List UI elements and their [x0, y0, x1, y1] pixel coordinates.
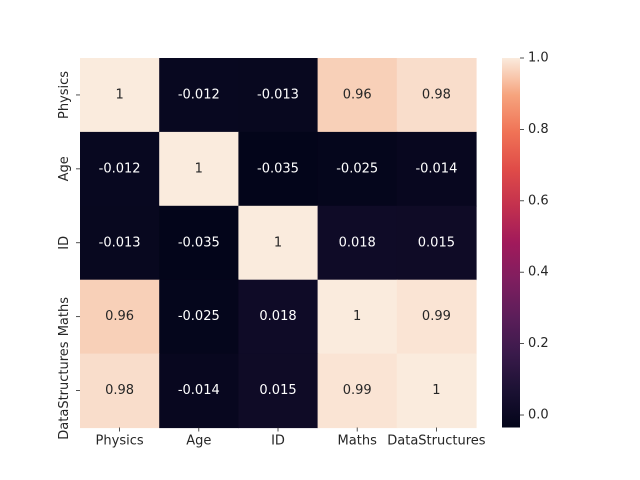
x-tick-label: Physics — [96, 434, 144, 449]
cell-value-label: -0.012 — [178, 87, 220, 102]
colorbar-tick-label: 0.2 — [528, 336, 549, 351]
heatmap-cell — [238, 131, 319, 207]
cell-value-label: 0.99 — [422, 309, 451, 324]
heatmap-cell — [317, 279, 398, 355]
x-axis: Physics Age ID Maths DataStructures — [96, 427, 486, 449]
cell-value-label: -0.025 — [178, 309, 220, 324]
cell-value-label: -0.013 — [257, 87, 299, 102]
cell-value-label: 1 — [274, 235, 282, 250]
heatmap-cell — [317, 58, 398, 133]
heatmap-cell — [159, 353, 239, 429]
cell-value-label: 0.96 — [343, 87, 372, 102]
x-tick-label: ID — [271, 434, 285, 449]
heatmap-cell — [80, 131, 160, 207]
heatmap-cell — [80, 279, 160, 355]
cell-value-label: 0.99 — [343, 383, 372, 398]
heatmap-cell — [317, 353, 398, 429]
heatmap-cell — [80, 58, 160, 133]
heatmap-cell — [396, 205, 477, 281]
colorbar-tick-label: 1.0 — [528, 51, 549, 66]
cell-value-label: -0.012 — [99, 161, 141, 176]
cell-value-label: 0.015 — [418, 235, 455, 250]
cell-value-label: -0.035 — [257, 161, 299, 176]
heatmap-cell — [238, 353, 319, 429]
cell-value-label: -0.014 — [415, 161, 457, 176]
cell-value-label: -0.014 — [178, 383, 220, 398]
heatmap-annotations: 1 -0.012 -0.013 0.96 0.98 -0.012 1 -0.035 -0.025… — [99, 87, 458, 398]
heatmap-cell — [396, 279, 477, 355]
colorbar-gradient — [502, 58, 520, 428]
y-tick-label: DataStructures — [57, 341, 72, 440]
y-tick-label: ID — [57, 236, 72, 250]
heatmap-cell — [159, 58, 239, 133]
colorbar-tick-label: 0.6 — [528, 193, 549, 208]
heatmap-cell — [238, 58, 319, 133]
cell-value-label: -0.035 — [178, 235, 220, 250]
y-tick-label: Maths — [57, 297, 72, 337]
colorbar-tick-label: 0.0 — [528, 408, 549, 423]
cell-value-label: 1 — [115, 87, 123, 102]
cell-value-label: 1 — [432, 383, 440, 398]
colorbar-tick-label: 0.8 — [528, 122, 549, 137]
x-tick-label: DataStructures — [387, 434, 486, 449]
x-tick-label: Age — [186, 434, 211, 449]
heatmap-cell — [238, 205, 319, 281]
heatmap-cell — [159, 205, 239, 281]
cell-value-label: -0.025 — [336, 161, 378, 176]
cell-value-label: 1 — [195, 161, 203, 176]
y-tick-label: Age — [57, 156, 72, 181]
heatmap-cell — [159, 131, 239, 207]
x-tick-label: Maths — [338, 434, 378, 449]
heatmap-cell — [159, 279, 239, 355]
heatmap-cell — [80, 205, 160, 281]
cell-value-label: 0.018 — [259, 309, 296, 324]
heatmap-cells — [80, 58, 477, 429]
heatmap-cell — [396, 58, 477, 133]
cell-value-label: 0.98 — [105, 383, 134, 398]
heatmap-cell — [317, 205, 398, 281]
heatmap-cell — [396, 353, 477, 429]
heatmap-cell — [238, 279, 319, 355]
cell-value-label: 0.96 — [105, 309, 134, 324]
colorbar: 0.0 0.2 0.4 0.6 0.8 1.0 — [502, 51, 549, 428]
heatmap-cell — [396, 131, 477, 207]
heatmap-cell — [317, 131, 398, 207]
cell-value-label: 1 — [353, 309, 361, 324]
y-axis: Physics Age ID Maths DataStructures — [57, 71, 80, 440]
colorbar-tick-label: 0.4 — [528, 265, 549, 280]
cell-value-label: 0.018 — [339, 235, 376, 250]
heatmap-cell — [80, 353, 160, 429]
cell-value-label: 0.015 — [259, 383, 296, 398]
cell-value-label: -0.013 — [99, 235, 141, 250]
y-tick-label: Physics — [57, 71, 72, 119]
cell-value-label: 0.98 — [422, 87, 451, 102]
